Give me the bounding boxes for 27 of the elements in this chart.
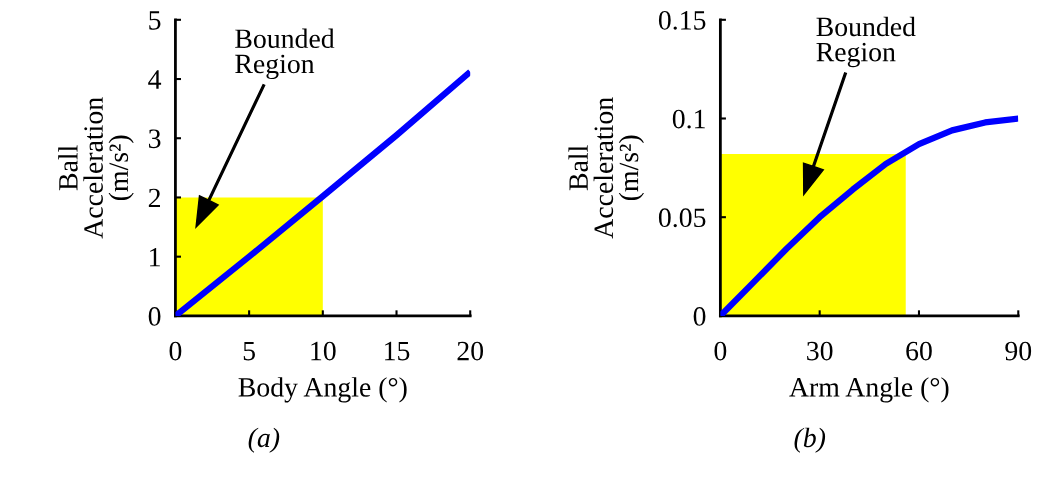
x-tick-label: 10: [311, 341, 336, 361]
x-tick-label: 0: [714, 341, 727, 361]
y-tick-label: 3: [148, 129, 161, 149]
y-tick-label: 0.05: [658, 208, 706, 228]
x-axis-title: Body Angle (°): [238, 377, 407, 403]
x-tick-label: 30: [807, 341, 833, 361]
text: (a): [248, 427, 280, 453]
y-tick-label: 0: [693, 307, 706, 326]
y-axis-title: Ball Acceleration (m/s²): [568, 97, 644, 239]
x-tick-label: 60: [906, 341, 932, 361]
y-tick-label: 5: [149, 11, 161, 30]
y-tick-label: 1: [150, 247, 160, 267]
y-tick-label: 2: [148, 188, 160, 208]
y-axis-title: Ball Acceleration (m/s²): [58, 97, 134, 239]
x-tick-label: 5: [243, 341, 255, 361]
text: (b): [794, 427, 826, 453]
y-tick-label: 4: [148, 70, 162, 89]
x-tick-label: 90: [1005, 341, 1032, 361]
x-tick-label: 15: [385, 341, 410, 361]
x-tick-label: 0: [169, 341, 182, 361]
annotation: Bounded Region: [816, 16, 916, 68]
y-tick-label: 0.1: [672, 109, 705, 129]
x-tick-label: 20: [457, 341, 484, 361]
x-axis-title: Arm Angle (°): [789, 377, 949, 403]
y-tick-label: 0.15: [658, 10, 706, 30]
annotation: Bounded Region: [235, 28, 335, 80]
y-tick-label: 0: [148, 307, 161, 326]
